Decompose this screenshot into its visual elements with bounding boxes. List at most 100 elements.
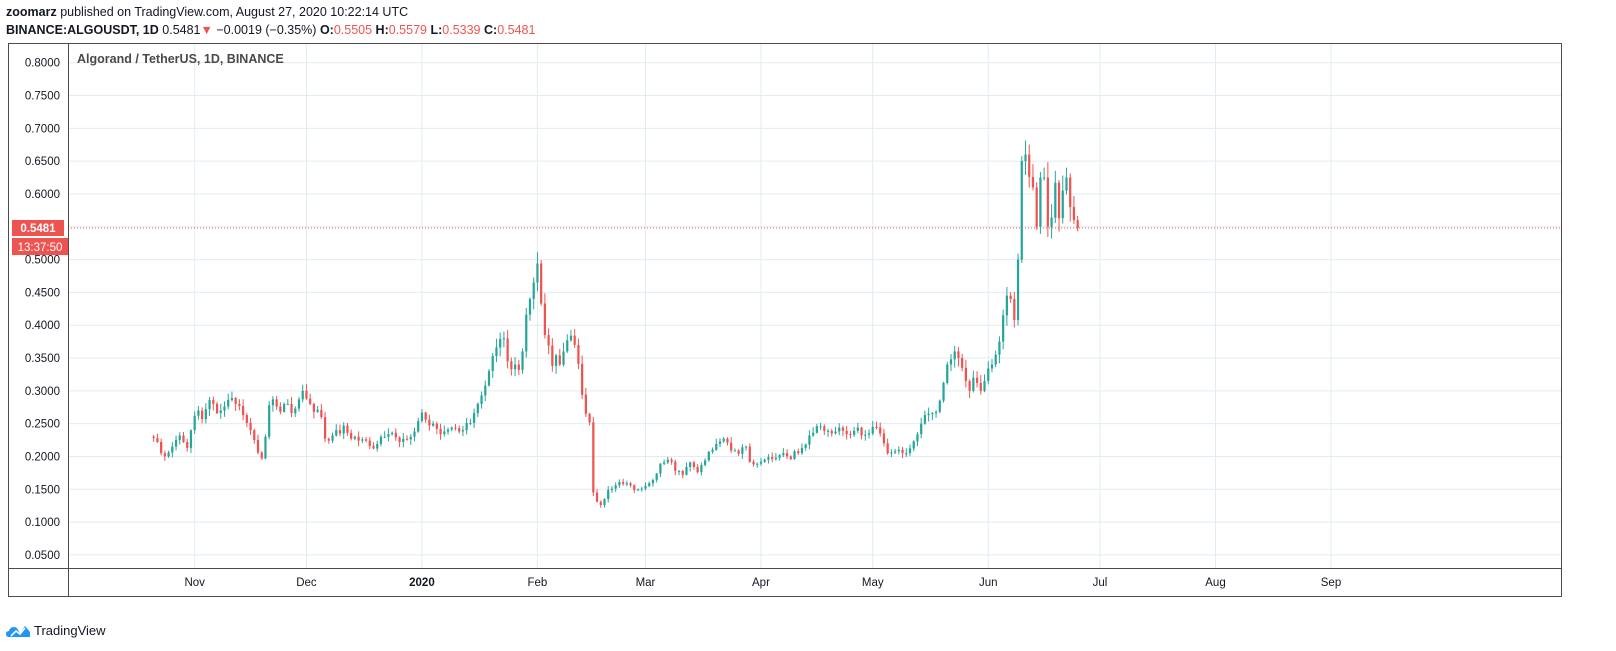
y-tick-label: 0.3500: [25, 353, 60, 365]
candle-body: [1028, 154, 1031, 177]
tradingview-logo[interactable]: TradingView: [6, 623, 106, 638]
candle: [394, 428, 397, 441]
candle: [309, 393, 312, 406]
candle: [875, 421, 878, 430]
candle-body: [398, 437, 401, 442]
candle: [1050, 204, 1053, 239]
candle: [525, 307, 528, 358]
candle-body: [227, 400, 230, 407]
candle-body: [797, 451, 800, 454]
candle-body: [543, 303, 547, 336]
candle-body: [860, 427, 863, 436]
candle-body: [957, 351, 960, 358]
candle-body: [174, 440, 178, 447]
candle: [700, 462, 703, 476]
candle: [856, 422, 859, 434]
candle: [670, 457, 673, 465]
y-tick-label: 0.2500: [25, 419, 60, 431]
countdown-tag-label: 13:37:50: [18, 242, 63, 254]
candle-body: [901, 449, 904, 454]
candle: [424, 411, 427, 423]
candle-body: [528, 298, 532, 315]
candle-body: [983, 380, 986, 391]
candle: [853, 426, 856, 437]
candle: [160, 438, 163, 456]
candle: [480, 391, 483, 409]
candle: [1054, 170, 1057, 224]
candle: [312, 402, 316, 419]
candle-body: [253, 430, 256, 441]
candle: [800, 443, 804, 456]
candle: [331, 432, 334, 444]
candle-body: [1050, 217, 1053, 227]
down-arrow-icon: ▼: [200, 23, 213, 37]
candle-body: [916, 434, 919, 442]
candle-body: [834, 431, 837, 434]
candle-body: [465, 422, 468, 431]
candle-body: [1009, 295, 1012, 299]
candle-body: [458, 428, 461, 432]
candle-body: [502, 338, 506, 340]
candle-body: [819, 426, 822, 428]
candle: [521, 348, 524, 374]
candle-body: [443, 431, 446, 435]
candle-body: [789, 456, 792, 460]
y-tick-label: 0.7500: [25, 91, 60, 103]
candle-body: [767, 457, 770, 460]
candle: [759, 457, 763, 466]
candle-body: [845, 430, 848, 435]
candle-body: [402, 438, 405, 442]
candle-body: [975, 377, 979, 383]
candle-body: [376, 443, 379, 449]
y-tick-label: 0.6000: [25, 189, 60, 201]
candle: [838, 423, 841, 436]
candle-body: [1054, 182, 1057, 218]
candle: [573, 329, 576, 349]
candle-body: [659, 463, 662, 474]
candle: [595, 489, 599, 503]
candle: [934, 410, 938, 418]
candle-body: [417, 421, 420, 432]
candle-body: [189, 430, 193, 448]
candle-body: [785, 453, 789, 457]
publisher-name[interactable]: zoomarz: [6, 5, 57, 19]
candle-body: [771, 457, 774, 460]
candle-body: [297, 399, 301, 409]
candle-body: [249, 422, 252, 431]
candle: [931, 411, 934, 421]
candle-body: [782, 453, 785, 456]
candle-body: [439, 428, 442, 435]
candle-body: [353, 436, 356, 439]
candle: [241, 399, 245, 421]
candle: [785, 449, 789, 459]
candle: [405, 435, 409, 441]
candle: [938, 399, 941, 414]
candle-body: [160, 442, 163, 454]
candle: [737, 449, 740, 457]
candle-body: [774, 457, 777, 460]
candle: [830, 428, 833, 437]
candle-body: [1002, 315, 1005, 342]
candle-body: [532, 282, 535, 299]
candle: [1028, 144, 1031, 188]
candle-body: [964, 367, 968, 381]
candle: [301, 384, 304, 403]
candle: [256, 434, 260, 455]
candle: [383, 431, 386, 439]
symbol-label[interactable]: BINANCE:ALGOUSDT, 1D: [6, 23, 159, 37]
candle-body: [230, 398, 234, 400]
candle-body: [703, 460, 707, 465]
candle-body: [193, 415, 196, 431]
candle-body: [383, 436, 386, 438]
ohlc-legend: BINANCE:ALGOUSDT, 1D 0.5481▼ −0.0019 (−0…: [6, 21, 535, 39]
candle: [730, 437, 733, 454]
y-tick-label: 0.8000: [25, 58, 60, 70]
x-tick-label: Nov: [184, 577, 205, 589]
price-change: −0.0019 (−0.35%): [216, 23, 317, 37]
candle-body: [394, 432, 397, 438]
candle-body: [733, 450, 737, 452]
candle-body: [1069, 177, 1072, 208]
candle-body: [215, 403, 219, 414]
candle: [346, 422, 349, 436]
